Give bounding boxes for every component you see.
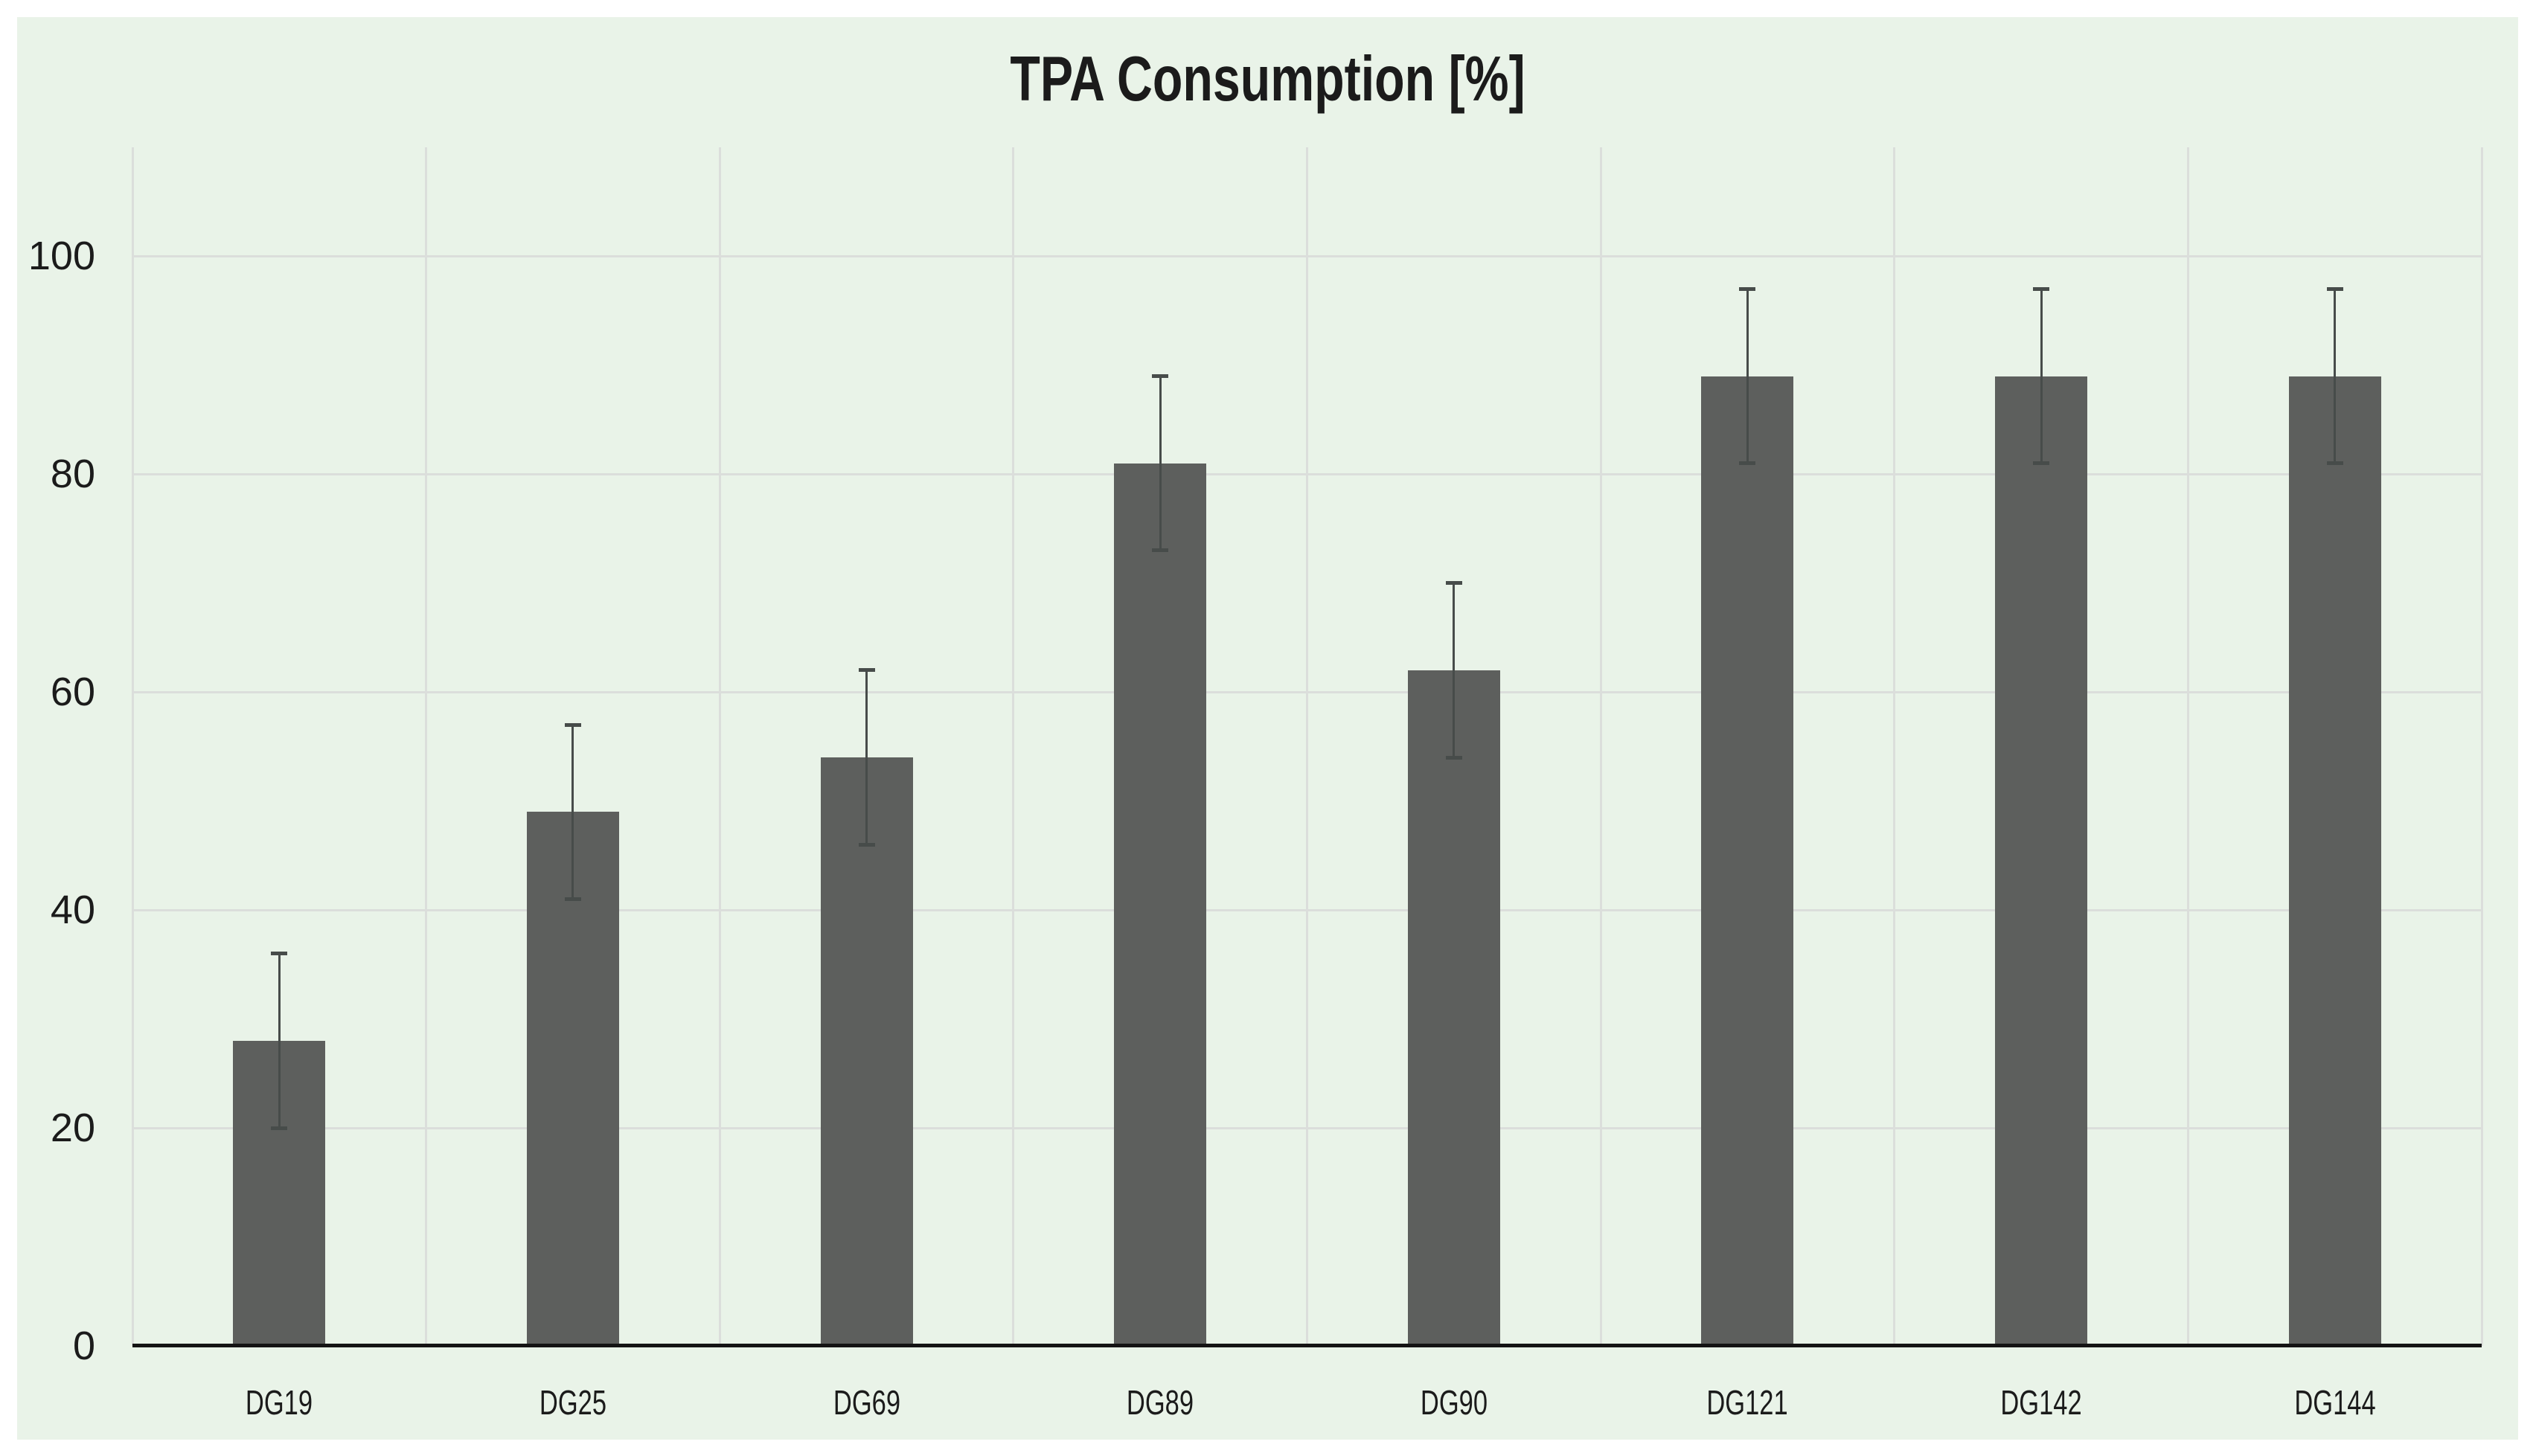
x-axis-category-label: DG142 — [2000, 1383, 2082, 1422]
bar — [820, 757, 913, 1346]
error-bar-cap — [1739, 286, 1756, 291]
error-bar-cap — [1152, 374, 1169, 379]
error-bar-cap — [2326, 286, 2343, 291]
error-bar-cap — [1445, 581, 1462, 586]
y-axis-tick-label: 60 — [50, 670, 95, 715]
error-bar — [1159, 376, 1162, 551]
error-bar-cap — [1445, 755, 1462, 760]
vertical-gridline — [1306, 147, 1308, 1346]
x-axis-category-label: DG19 — [246, 1383, 313, 1422]
vertical-gridline — [425, 147, 428, 1346]
error-bar-cap — [2326, 461, 2343, 466]
vertical-gridline — [2186, 147, 2189, 1346]
error-bar — [865, 670, 868, 845]
bar — [1114, 463, 1207, 1346]
bar — [2288, 376, 2381, 1346]
error-bar-cap — [564, 897, 581, 902]
bar — [1995, 376, 2088, 1346]
y-axis-tick-label: 80 — [50, 452, 95, 497]
vertical-gridline — [2480, 147, 2483, 1346]
error-bar-cap — [1152, 548, 1169, 553]
chart-canvas: TPA Consumption [%] 0 20 40 60 80 100 DG19 DG25… — [17, 17, 2518, 1440]
error-bar — [571, 725, 574, 899]
bar — [1407, 670, 1500, 1346]
y-axis-tick-label: 40 — [50, 888, 95, 933]
y-axis-tick-label: 100 — [28, 234, 95, 279]
x-axis-category-label: DG89 — [1127, 1383, 1194, 1422]
vertical-gridline — [1893, 147, 1896, 1346]
error-bar-cap — [1739, 461, 1756, 466]
error-bar-cap — [2033, 461, 2050, 466]
plot-area — [131, 147, 2483, 1347]
error-bar — [2040, 289, 2043, 464]
error-bar — [1453, 583, 1456, 758]
bar — [1701, 376, 1794, 1346]
error-bar-cap — [858, 842, 875, 847]
x-axis-category-label: DG144 — [2294, 1383, 2376, 1422]
error-bar-cap — [271, 952, 288, 956]
error-bar-cap — [2033, 286, 2050, 291]
chart-title: TPA Consumption [%] — [1010, 44, 1525, 115]
vertical-gridline — [131, 147, 134, 1346]
error-bar-cap — [271, 1126, 288, 1130]
vertical-gridline — [1012, 147, 1015, 1346]
x-axis-category-label: DG90 — [1420, 1383, 1488, 1422]
error-bar-cap — [564, 722, 581, 727]
error-bar — [1746, 289, 1749, 464]
error-bar — [2334, 289, 2337, 464]
x-axis-category-label: DG69 — [833, 1383, 900, 1422]
x-axis-category-label: DG121 — [1706, 1383, 1789, 1422]
x-axis-line — [132, 1344, 2482, 1347]
error-bar — [278, 953, 281, 1129]
y-axis-tick-label: 0 — [72, 1324, 95, 1368]
y-axis-tick-label: 20 — [50, 1106, 95, 1151]
x-axis-category-label: DG25 — [539, 1383, 606, 1422]
error-bar-cap — [858, 668, 875, 673]
vertical-gridline — [1599, 147, 1602, 1346]
vertical-gridline — [718, 147, 721, 1346]
